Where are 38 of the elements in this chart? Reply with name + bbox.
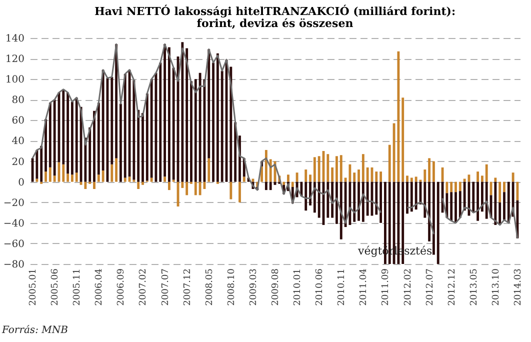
y-tick-label: 60 <box>12 116 24 127</box>
chart-subtitle: forint, deviza és összesen <box>196 17 354 30</box>
x-tick-label: 2006.04 <box>94 268 105 306</box>
x-tick-label: 2013.10 <box>491 268 502 306</box>
x-tick-label: 2008.10 <box>226 268 237 306</box>
text: Forrás: MNB <box>1 325 68 336</box>
x-tick-label: 2010.01 <box>293 268 304 306</box>
x-tick-label: 2009.08 <box>271 268 281 306</box>
y-tick-label: 140 <box>5 34 24 44</box>
x-tick-label: 2009.03 <box>248 268 259 306</box>
y-tick-label: 100 <box>5 74 24 86</box>
x-tick-label: 2005.06 <box>50 268 61 306</box>
x-tick-label: 2010.06 <box>315 268 326 306</box>
x-tick-label: 2013.05 <box>469 268 480 306</box>
x-tick-label: 2011.09 <box>381 268 392 306</box>
y-tick-label: 120 <box>5 54 24 66</box>
x-tick-label: 2005.11 <box>72 268 83 306</box>
y-tick-label: −20 <box>3 198 24 209</box>
y-tick-label: −40 <box>3 218 24 230</box>
y-tick-label: 80 <box>12 95 24 106</box>
x-tick-label: 2006.09 <box>116 268 127 306</box>
x-tick-label: 2011.04 <box>359 268 370 306</box>
x-tick-label: 2008.05 <box>204 268 215 306</box>
y-tick-label: 40 <box>12 136 24 148</box>
x-tick-label: 2010.11 <box>337 268 348 306</box>
x-tick-label: 2012.07 <box>425 268 436 306</box>
x-tick-label: 2007.07 <box>160 268 171 306</box>
y-tick-label: −60 <box>3 238 24 250</box>
y-tick-label: 20 <box>12 156 24 168</box>
chart-title: Havi NETTÓ lakossági hitelTRANZAKCIÓ (milliárd forint): <box>94 4 456 18</box>
x-tick-label: 2012.02 <box>403 268 414 306</box>
y-tick-label: 0 <box>18 177 24 188</box>
x-tick-label: 2007.02 <box>138 268 149 306</box>
x-tick-label: 2012.12 <box>447 268 458 306</box>
x-tick-label: 2005.01 <box>28 268 39 306</box>
x-tick-label: 2007.12 <box>182 268 193 306</box>
x-tick-label: 2014.03 <box>513 268 524 306</box>
y-tick-label: −80 <box>3 260 24 270</box>
